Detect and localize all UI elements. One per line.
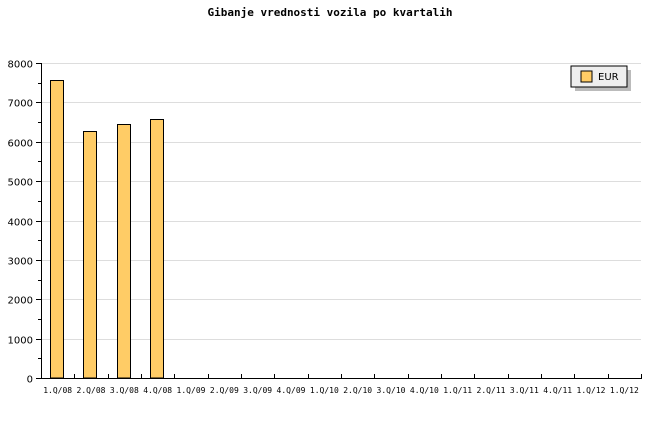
x-tick-label: 1.Q/12 (577, 386, 606, 395)
y-tick-label: 0 (27, 375, 33, 386)
x-tick-label: 1.Q/09 (177, 386, 206, 395)
x-tick-label: 2.Q/09 (210, 386, 239, 395)
chart-title: Gibanje vrednosti vozila po kvartalih (207, 6, 452, 19)
y-tick-label: 5000 (8, 178, 33, 189)
y-tick-label: 1000 (8, 336, 33, 347)
x-tick-label: 1.Q/12 (610, 386, 639, 395)
y-tick-label: 7000 (8, 99, 33, 110)
x-tick-label: 3.Q/08 (110, 386, 139, 395)
bar-4.Q/08 (150, 119, 164, 379)
bar-1.Q/08 (50, 80, 64, 379)
x-tick-label: 1.Q/08 (43, 386, 72, 395)
legend: EUR (570, 65, 631, 91)
x-tick-label: 2.Q/08 (77, 386, 106, 395)
bar-3.Q/08 (117, 124, 131, 379)
legend-label: EUR (598, 72, 619, 83)
bar-2.Q/08 (83, 131, 97, 379)
x-tick-label: 4.Q/09 (277, 386, 306, 395)
x-tick-label: 1.Q/11 (443, 386, 472, 395)
x-tick-label: 4.Q/11 (543, 386, 572, 395)
x-tick-label: 1.Q/10 (310, 386, 339, 395)
x-tick-label: 4.Q/08 (143, 386, 172, 395)
legend-swatch (580, 70, 593, 83)
y-tick-label: 3000 (8, 257, 33, 268)
x-tick-label: 2.Q/11 (477, 386, 506, 395)
x-tick-label: 4.Q/10 (410, 386, 439, 395)
y-tick-label: 8000 (8, 60, 33, 71)
y-tick-label: 6000 (8, 139, 33, 150)
y-tick-label: 2000 (8, 296, 33, 307)
x-tick-label: 3.Q/10 (377, 386, 406, 395)
x-tick-label: 2.Q/10 (343, 386, 372, 395)
x-tick-label: 3.Q/11 (510, 386, 539, 395)
y-tick-label: 4000 (8, 218, 33, 229)
x-tick-label: 3.Q/09 (243, 386, 272, 395)
